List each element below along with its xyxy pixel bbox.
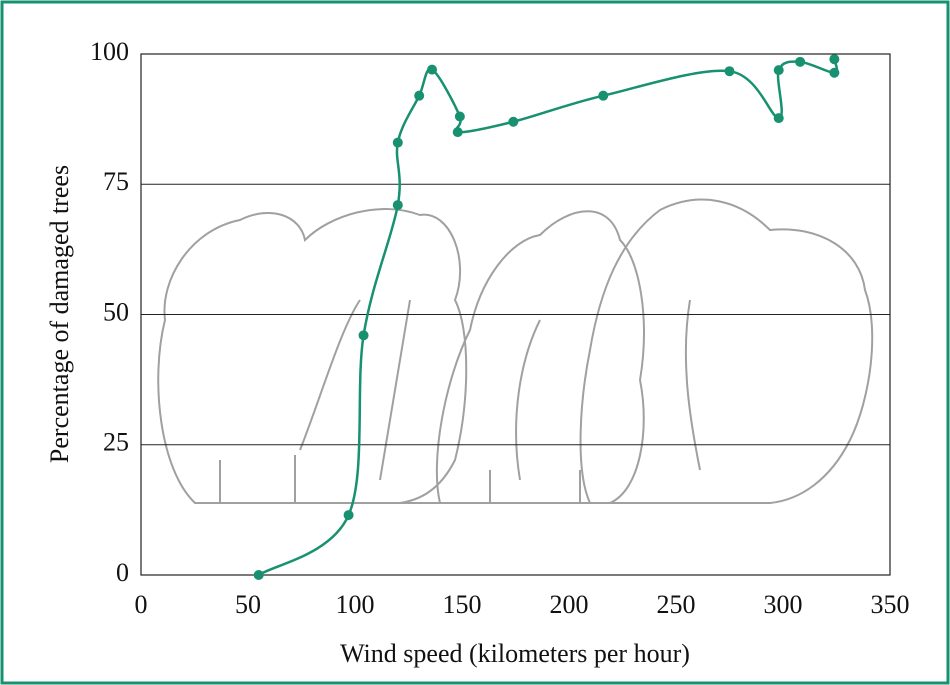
x-tick-label: 150 <box>443 590 482 619</box>
point <box>724 66 735 77</box>
point <box>773 113 784 124</box>
x-axis-label: Wind speed (kilometers per hour) <box>340 639 690 668</box>
point <box>392 200 403 211</box>
point <box>829 67 840 78</box>
point <box>414 90 425 101</box>
y-tick-label: 25 <box>103 428 129 457</box>
point <box>454 111 465 122</box>
point <box>829 54 840 65</box>
point <box>343 510 354 521</box>
y-tick-label: 75 <box>103 167 129 196</box>
x-tick-label: 250 <box>657 590 696 619</box>
x-tick-label: 0 <box>135 590 148 619</box>
y-axis-label: Percentage of damaged trees <box>45 165 74 463</box>
y-tick-label: 100 <box>90 37 129 66</box>
line <box>258 58 839 577</box>
point <box>427 64 438 75</box>
point <box>253 570 264 580</box>
x-tick-label: 50 <box>235 590 261 619</box>
x-tick-label: 200 <box>550 590 589 619</box>
x-tick-label: 350 <box>871 590 910 619</box>
point <box>795 56 806 67</box>
point <box>598 90 609 101</box>
point <box>773 65 784 76</box>
x-tick-label: 100 <box>336 590 375 619</box>
point <box>392 137 403 148</box>
y-tick-label: 50 <box>103 297 129 326</box>
y-tick-label: 0 <box>116 558 129 587</box>
tree-illustration <box>157 198 874 504</box>
point <box>358 330 369 341</box>
point <box>452 127 463 138</box>
point <box>508 116 519 127</box>
x-tick-label: 300 <box>764 590 803 619</box>
